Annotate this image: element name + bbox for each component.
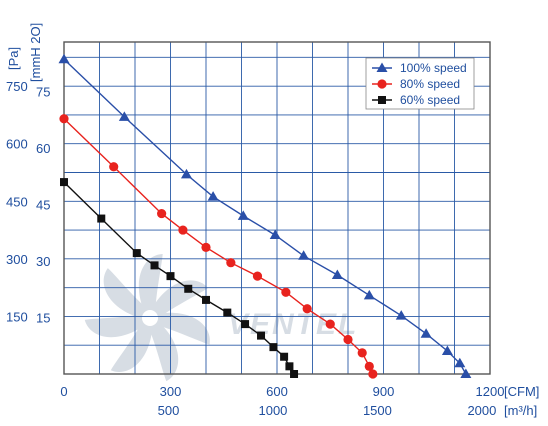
data-point xyxy=(460,368,472,378)
data-point xyxy=(343,334,353,345)
watermark-fan-hub xyxy=(142,310,158,326)
data-point xyxy=(290,370,299,378)
data-point xyxy=(298,250,310,260)
data-point xyxy=(252,271,263,281)
data-point xyxy=(257,331,266,340)
data-point xyxy=(184,284,193,293)
y-tick-label-mmh2o: 75 xyxy=(36,85,50,100)
watermark-fan-blade xyxy=(110,312,153,372)
data-point xyxy=(269,343,278,352)
legend-label: 80% speed xyxy=(400,77,460,91)
legend-swatch-marker xyxy=(376,62,388,72)
data-point xyxy=(363,289,375,300)
x-tick-label-m3h: 1000 xyxy=(258,403,287,418)
data-point xyxy=(269,229,281,240)
y-tick-label-pa: 150 xyxy=(6,309,28,324)
data-point xyxy=(441,345,453,355)
x-tick-label-m3h: 500 xyxy=(158,403,180,418)
legend: 100% speed 80% speed 60% speed xyxy=(365,57,475,110)
data-point xyxy=(331,269,343,279)
data-point xyxy=(180,168,192,179)
data-point xyxy=(201,242,211,252)
x-tick-label-cfm: 300 xyxy=(160,384,182,399)
data-point xyxy=(59,114,69,124)
data-point xyxy=(237,210,249,220)
data-point xyxy=(150,261,159,270)
data-point xyxy=(97,214,106,223)
data-point xyxy=(454,357,466,368)
data-point xyxy=(357,348,367,358)
x-tick-label-cfm: 600 xyxy=(266,384,288,399)
data-point xyxy=(118,111,130,121)
legend-swatch-marker xyxy=(378,96,386,104)
data-point xyxy=(207,191,219,201)
x-unit-cfm: [CFM] xyxy=(504,384,539,399)
y-tick-label-mmh2o: 45 xyxy=(36,198,50,213)
data-point xyxy=(325,319,335,329)
data-point xyxy=(285,362,294,371)
legend-label: 100% speed xyxy=(400,61,467,75)
data-point xyxy=(157,208,167,219)
data-point xyxy=(202,295,210,304)
y-tick-label-mmh2o: 15 xyxy=(36,311,50,326)
watermark: VENTEL xyxy=(84,253,358,382)
data-point xyxy=(226,258,236,268)
y-tick-label-mmh2o: 30 xyxy=(36,254,50,269)
y-tick-label-mmh2o: 60 xyxy=(36,141,50,156)
data-point xyxy=(368,369,378,379)
legend-label: 60% speed xyxy=(400,93,460,107)
data-point xyxy=(60,178,68,187)
y-tick-label-pa: 600 xyxy=(6,137,28,152)
watermark-fan-blade xyxy=(144,316,179,382)
series-1 xyxy=(59,114,378,379)
data-point xyxy=(58,53,70,64)
x-tick-label-m3h: 2000 xyxy=(467,403,496,418)
watermark-fan-blade xyxy=(145,312,210,345)
data-point xyxy=(281,287,291,297)
data-point xyxy=(166,272,175,281)
x-tick-label-cfm: 900 xyxy=(373,384,395,399)
series-0 xyxy=(58,53,472,378)
legend-item: 100% speed xyxy=(372,61,467,75)
data-point xyxy=(109,162,119,172)
x-tick-label-cfm: 1200 xyxy=(476,384,505,399)
x-unit-m3h: [m³/h] xyxy=(504,403,537,418)
legend-swatch-marker xyxy=(377,79,387,89)
y-tick-label-pa: 750 xyxy=(6,79,28,94)
data-point xyxy=(241,320,250,329)
legend-item: 60% speed xyxy=(372,93,460,107)
series-layer xyxy=(58,53,472,379)
legend-item: 80% speed xyxy=(372,77,460,91)
data-point xyxy=(302,304,312,314)
watermark-fan-blade xyxy=(84,312,153,338)
y-unit-pa: [Pa] xyxy=(6,47,21,70)
y-tick-label-pa: 450 xyxy=(6,194,28,209)
data-point xyxy=(395,310,407,320)
data-point xyxy=(364,361,374,371)
data-point xyxy=(420,328,432,338)
data-point xyxy=(132,249,141,258)
y-unit-mmh2o: [mmH 2O] xyxy=(28,23,43,82)
plot-border xyxy=(63,41,491,375)
watermark-text: VENTEL xyxy=(228,308,358,341)
y-tick-label-pa: 300 xyxy=(6,252,28,267)
x-tick-label-cfm: 0 xyxy=(60,384,67,399)
data-point xyxy=(178,225,188,235)
data-point xyxy=(280,352,289,361)
x-tick-label-m3h: 1500 xyxy=(363,403,392,418)
data-point xyxy=(223,308,232,317)
series-2 xyxy=(60,178,299,378)
